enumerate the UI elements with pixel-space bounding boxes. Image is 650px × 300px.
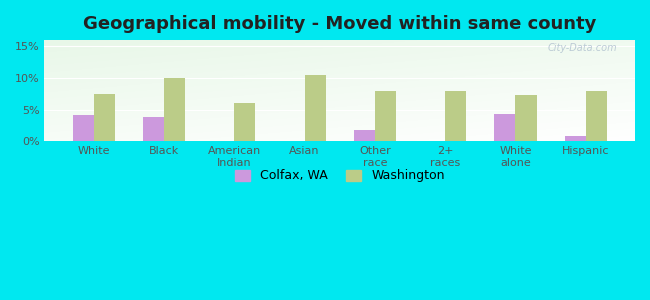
Bar	[565, 136, 586, 141]
Text: City-Data.com: City-Data.com	[548, 43, 617, 53]
Title: Geographical mobility - Moved within same county: Geographical mobility - Moved within sam…	[83, 15, 597, 33]
Bar	[375, 91, 396, 141]
Bar	[73, 115, 94, 141]
Bar	[586, 91, 607, 141]
Bar	[234, 103, 255, 141]
Bar	[354, 130, 375, 141]
Bar	[94, 94, 115, 141]
Bar	[143, 117, 164, 141]
Bar	[164, 78, 185, 141]
Bar	[305, 75, 326, 141]
Bar	[515, 95, 537, 141]
Bar	[495, 114, 515, 141]
Bar	[445, 91, 466, 141]
Legend: Colfax, WA, Washington: Colfax, WA, Washington	[229, 164, 450, 188]
